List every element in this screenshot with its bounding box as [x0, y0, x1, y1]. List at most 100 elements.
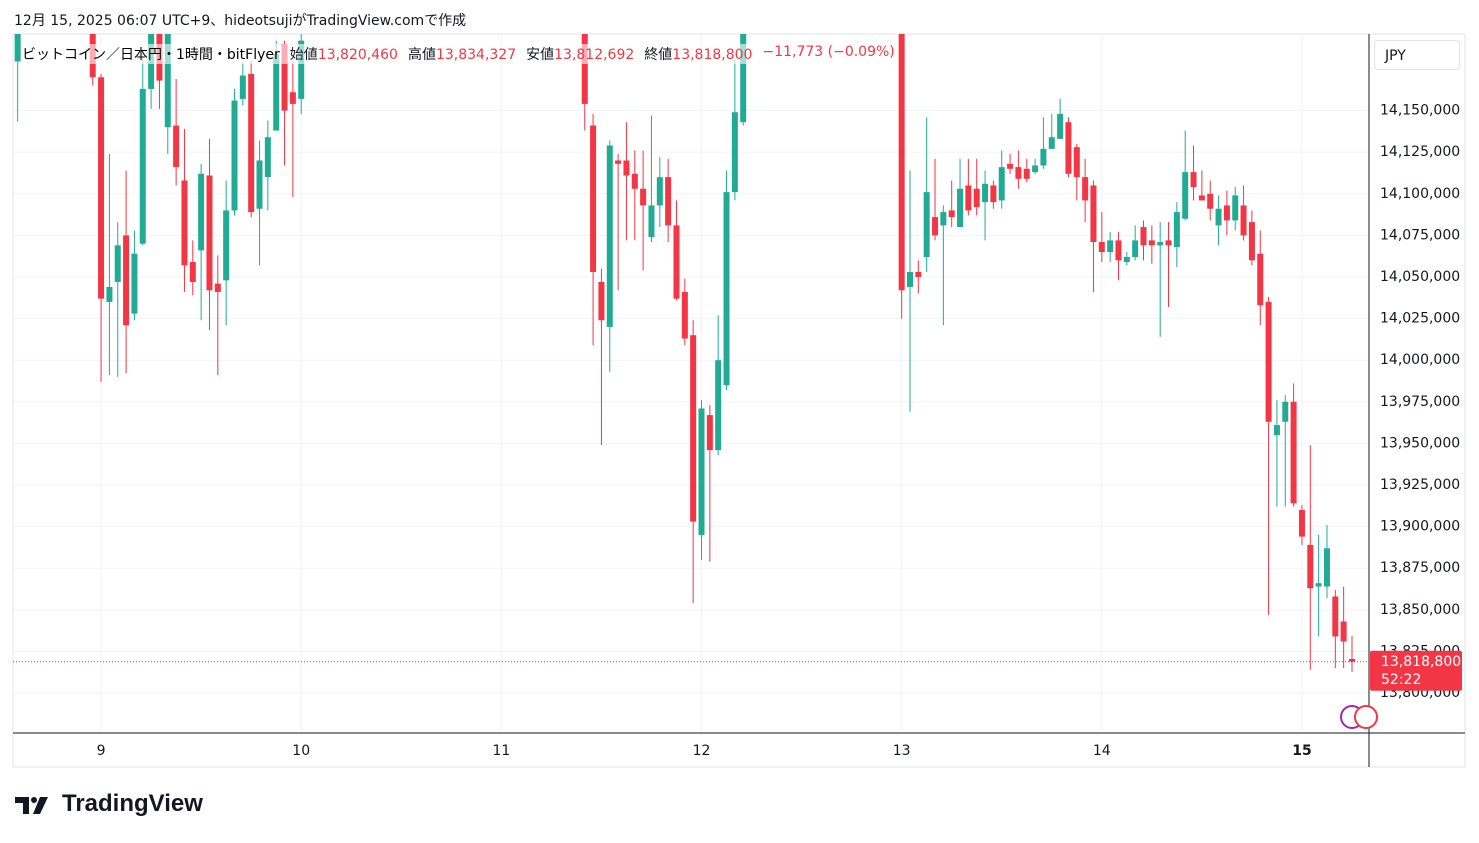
- candle-body: [590, 125, 597, 272]
- legend-item: 安値13,812,692: [526, 44, 634, 64]
- y-tick-label: 14,125,000: [1380, 144, 1460, 160]
- candle-body: [606, 145, 613, 327]
- candle-body: [1032, 165, 1039, 173]
- candle-body: [123, 235, 130, 326]
- candle-body: [615, 160, 622, 164]
- brand: TradingView: [62, 790, 203, 817]
- legend-item: 終値13,818,800: [644, 44, 752, 64]
- candle-body: [1040, 148, 1047, 166]
- candle-body: [907, 271, 914, 287]
- legend-change: −11,773 (−0.09%): [762, 44, 895, 60]
- candle-body: [681, 291, 688, 339]
- candle-body: [706, 415, 713, 451]
- x-tick-label: 14: [1093, 743, 1111, 759]
- candle-body: [1182, 172, 1189, 219]
- x-tick-label: 12: [693, 743, 711, 759]
- header-text: 12月 15, 2025 06:07 UTC+9、hideotsujiがTrad…: [14, 13, 467, 29]
- candle-body: [256, 160, 263, 209]
- currency-button[interactable]: JPY: [1374, 40, 1460, 70]
- y-tick-label: 14,150,000: [1380, 103, 1460, 119]
- candle-body: [1115, 240, 1122, 261]
- candle-body: [690, 335, 697, 522]
- candle-body: [1348, 659, 1355, 662]
- indicator-icon: [1340, 705, 1378, 729]
- candle-body: [1282, 401, 1289, 422]
- candle-body: [965, 185, 972, 211]
- candle-body: [1207, 193, 1214, 209]
- candle-body: [1007, 163, 1014, 169]
- candle-body: [1215, 208, 1222, 226]
- candle-body: [273, 53, 280, 131]
- candle-body: [1173, 212, 1180, 248]
- candle-body: [1265, 301, 1272, 422]
- candle-body: [1240, 205, 1247, 236]
- logo-icon: [15, 797, 48, 814]
- candle-body: [98, 77, 105, 299]
- candle-body: [1190, 172, 1197, 188]
- candle-body: [206, 175, 213, 291]
- price-label: 13,818,800: [1381, 654, 1461, 670]
- candle-body: [1140, 227, 1147, 246]
- candle-body: [1290, 401, 1297, 504]
- candle-body: [14, 34, 21, 62]
- candle-body: [731, 112, 738, 193]
- candle-body: [1340, 621, 1347, 642]
- candle-body: [973, 188, 980, 208]
- y-tick-label: 13,925,000: [1380, 477, 1460, 493]
- legend-item: 始値13,820,460: [290, 44, 398, 64]
- candle-body: [1090, 185, 1097, 243]
- candle-body: [1048, 137, 1055, 149]
- candle-body: [1223, 205, 1230, 221]
- legend-label: 高値: [407, 47, 436, 63]
- candle-body: [223, 210, 230, 281]
- candle-body: [281, 43, 288, 111]
- candle-body: [740, 34, 747, 123]
- candle-body: [1098, 242, 1105, 253]
- candle-body: [248, 73, 255, 213]
- candle-body: [106, 286, 113, 302]
- candle-body: [139, 88, 146, 244]
- candle-body: [640, 188, 647, 206]
- candle-body: [231, 100, 238, 211]
- candle-body: [289, 92, 296, 104]
- legend-label: 安値: [526, 47, 555, 63]
- candle-body: [715, 360, 722, 451]
- y-tick-label: 14,000,000: [1380, 352, 1460, 368]
- candle-body: [932, 217, 939, 236]
- candle-body: [264, 137, 271, 178]
- candle-body: [1015, 167, 1022, 179]
- candles: [14, 34, 1355, 672]
- candle-body: [1157, 242, 1164, 246]
- legend: ビットコイン／日本円・1時間・bitFlyer 始値13,820,460 高値13,…: [22, 44, 895, 64]
- candle-body: [656, 177, 663, 206]
- legend-value: 13,820,460: [317, 47, 398, 63]
- y-tick-label: 13,900,000: [1380, 519, 1460, 535]
- x-tick-label: 11: [492, 743, 510, 759]
- legend-label: 始値: [289, 47, 318, 63]
- candle-body: [982, 183, 989, 203]
- y-tick-label: 13,975,000: [1380, 394, 1460, 410]
- candle-body: [1165, 240, 1172, 246]
- legend-value: 13,818,800: [672, 47, 753, 63]
- candle-body: [723, 192, 730, 386]
- candle-body: [1298, 509, 1305, 537]
- candle-body: [990, 185, 997, 203]
- candle-body: [131, 253, 138, 314]
- candle-body: [114, 245, 121, 282]
- candle-body: [214, 283, 221, 292]
- legend-label: 終値: [644, 47, 673, 63]
- candle-body: [673, 225, 680, 299]
- candle-body: [581, 34, 588, 104]
- candle-body: [1132, 240, 1139, 258]
- candle-body: [173, 125, 180, 168]
- candle-body: [915, 271, 922, 277]
- y-tick-label: 14,100,000: [1380, 186, 1460, 202]
- candle-body: [1065, 122, 1072, 174]
- candle-body: [1198, 195, 1205, 201]
- candle-body: [181, 180, 188, 266]
- legend-value: 13,812,692: [554, 47, 635, 63]
- y-tick-label: 14,050,000: [1380, 269, 1460, 285]
- candle-body: [189, 262, 196, 282]
